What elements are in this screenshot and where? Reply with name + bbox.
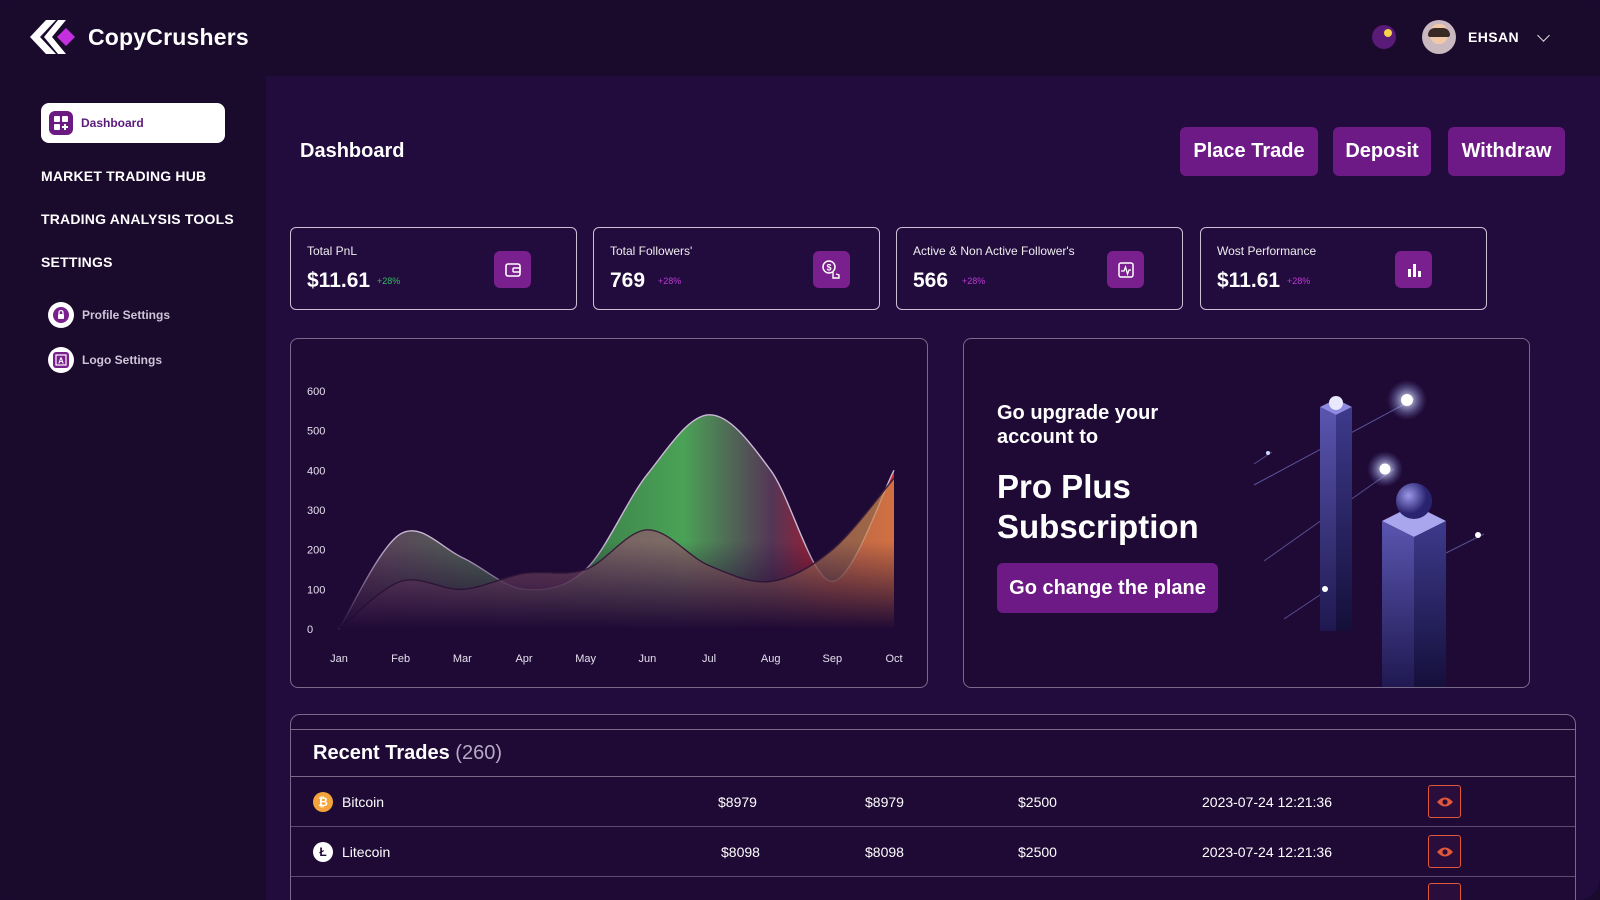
stat-card-total-followers: Total Followers' 769 +28% $ (593, 227, 880, 310)
main-content: Dashboard Place Trade Deposit Withdraw T… (266, 76, 1600, 900)
performance-chart: Jan Feb Mar Apr May Jun Jul Aug Sep Oct 600 500 400… (307, 386, 903, 665)
table-row[interactable]: ₿ Bitcoin $8979 $8979 $2500 2023-07-24 1… (291, 777, 1575, 827)
sidebar-item-dashboard[interactable]: Dashboard (41, 103, 225, 143)
y-tick-label: 100 (307, 584, 325, 596)
upgrade-promo-card: Go upgrade your account to Pro Plus Subs… (963, 338, 1530, 688)
activity-chart-icon (1107, 251, 1144, 288)
stat-title: Total PnL (307, 244, 358, 258)
sidebar-item-profile-settings[interactable]: Profile Settings (48, 302, 170, 328)
x-tick-label: Aug (761, 653, 781, 665)
coin-name: Bitcoin (342, 794, 385, 810)
promo-title: Pro Plus Subscription (997, 468, 1199, 545)
svg-text:A: A (58, 357, 64, 366)
trade-date: 2023-07-24 12:21:36 (1202, 794, 1332, 810)
withdraw-button[interactable]: Withdraw (1448, 127, 1565, 176)
x-tick-label: Sep (823, 653, 843, 665)
stat-card-worst-performance: Wost Performance $11.61 +28% (1200, 227, 1487, 310)
sidebar-item-label: Logo Settings (82, 353, 162, 367)
x-tick-label: Feb (391, 653, 410, 665)
trade-value: $8979 (865, 794, 904, 810)
recent-trades-table: Recent Trades (260) ₿ Bitcoin $8979 $897… (290, 714, 1576, 900)
table-row[interactable]: Ł Litecoin $8098 $8098 $2500 2023-07-24 … (291, 827, 1575, 877)
top-bar: CopyCrushers EHSAN (0, 0, 1600, 76)
table-row-partial (291, 877, 1575, 900)
performance-chart-card: Jan Feb Mar Apr May Jun Jul Aug Sep Oct 600 500 400… (290, 338, 928, 688)
x-tick-label: Apr (515, 653, 532, 665)
stat-title: Active & Non Active Follower's (913, 244, 1075, 258)
trade-amount: $2500 (1018, 794, 1057, 810)
app-name: CopyCrushers (88, 23, 249, 50)
recent-trades-title: Recent Trades (260) (313, 742, 502, 764)
stat-title: Total Followers' (610, 244, 693, 258)
trade-price: $8979 (718, 794, 757, 810)
y-tick-label: 500 (307, 426, 325, 438)
stat-value: 566 (913, 269, 949, 292)
x-tick-label: May (575, 653, 596, 665)
x-tick-label: Jan (330, 653, 348, 665)
logo-frame-icon: A (48, 347, 74, 373)
page-title: Dashboard (300, 140, 405, 162)
logo[interactable]: CopyCrushers (28, 18, 249, 56)
stat-card-active-followers: Active & Non Active Follower's 566 +28% (896, 227, 1183, 310)
trade-date: 2023-07-24 12:21:36 (1202, 844, 1332, 860)
litecoin-icon: Ł (313, 842, 333, 862)
stat-value: $11.61 (307, 269, 371, 292)
stat-change: +28% (1287, 276, 1311, 286)
trade-value: $8098 (865, 844, 904, 860)
dashboard-grid-icon (49, 111, 73, 135)
x-tick-label: Mar (453, 653, 472, 665)
sidebar-item-trading-analysis-tools[interactable]: TRADING ANALYSIS TOOLS (41, 211, 234, 227)
stat-change: +28% (377, 276, 401, 286)
view-eye-icon[interactable] (1428, 785, 1461, 818)
view-eye-icon[interactable] (1428, 883, 1461, 900)
stat-title: Wost Performance (1217, 244, 1317, 258)
user-name[interactable]: EHSAN (1467, 29, 1519, 45)
y-tick-label: 200 (307, 545, 325, 557)
bar-chart-icon (1395, 251, 1432, 288)
y-tick-label: 300 (307, 505, 325, 517)
stat-value: 769 (610, 269, 646, 292)
user-area: EHSAN (1371, 20, 1550, 54)
trade-amount: $2500 (1018, 844, 1057, 860)
y-tick-label: 600 (307, 386, 325, 398)
change-plan-button[interactable]: Go change the plane (997, 563, 1218, 613)
promo-subtitle: Go upgrade your account to (997, 402, 1159, 448)
bitcoin-icon: ₿ (313, 792, 333, 812)
recent-trades-header: Recent Trades (260) (291, 729, 1575, 777)
view-eye-icon[interactable] (1428, 835, 1461, 868)
y-tick-label: 400 (307, 465, 325, 477)
lock-icon (48, 302, 74, 328)
recent-trades-count: (260) (455, 742, 502, 764)
stat-change: +28% (962, 276, 986, 286)
sidebar-item-market-trading-hub[interactable]: MARKET TRADING HUB (41, 168, 207, 184)
chevron-down-icon[interactable] (1537, 28, 1550, 42)
svg-text:$: $ (826, 262, 831, 272)
sidebar-item-logo-settings[interactable]: A Logo Settings (48, 347, 162, 373)
sidebar-item-label: Profile Settings (82, 308, 171, 322)
wallet-icon (494, 251, 531, 288)
stat-change: +28% (658, 276, 682, 286)
theme-toggle-icon[interactable] (1371, 25, 1396, 49)
dollar-hand-icon: $ (813, 251, 850, 288)
x-tick-label: Jun (638, 653, 656, 665)
sidebar-item-settings[interactable]: SETTINGS (41, 254, 113, 270)
avatar[interactable] (1421, 20, 1456, 54)
x-tick-label: Jul (702, 653, 716, 665)
y-tick-label: 0 (307, 624, 313, 636)
sidebar-item-label: Dashboard (81, 116, 144, 130)
stat-value: $11.61 (1217, 269, 1281, 292)
trade-price: $8098 (721, 844, 760, 860)
sidebar: Dashboard MARKET TRADING HUB TRADING ANA… (0, 76, 266, 900)
logo-mark-icon (30, 20, 75, 54)
deposit-button[interactable]: Deposit (1333, 127, 1431, 176)
place-trade-button[interactable]: Place Trade (1180, 127, 1318, 176)
x-tick-label: Oct (885, 653, 902, 665)
coin-name: Litecoin (342, 844, 391, 860)
chart-bottom-fade (339, 541, 894, 629)
stat-card-total-pnl: Total PnL $11.61 +28% (290, 227, 577, 310)
